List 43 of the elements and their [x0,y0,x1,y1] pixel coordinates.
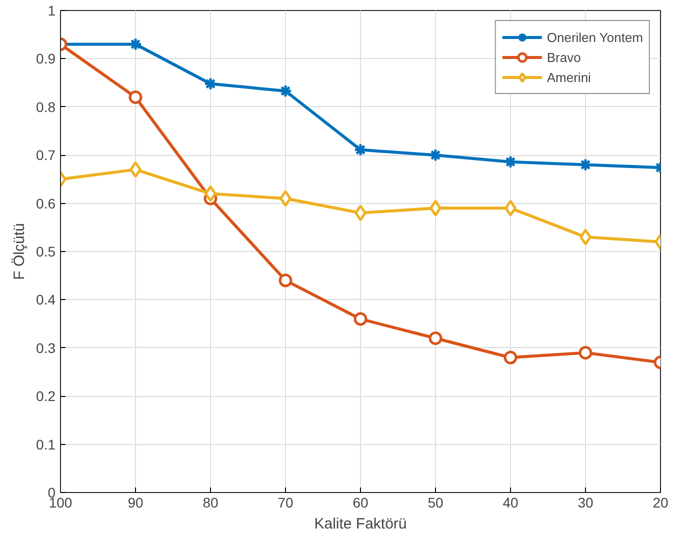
point [204,185,216,202]
point [504,155,518,169]
point [130,161,142,178]
x-tick-label: 50 [428,494,444,510]
point [278,274,292,288]
x-tick-label: 40 [502,494,518,510]
x-tick-label: 30 [578,494,594,510]
legend-label: Onerilen Yontem [546,30,643,44]
y-tick-label: 0.5 [36,244,56,260]
point [504,200,516,216]
x-axis-title: Kalite Faktörü [314,516,407,532]
point [128,37,142,51]
legend-label: Amerini [546,70,591,84]
x-tick-label: 60 [352,494,368,510]
point [204,77,218,91]
y-tick-label: 0.4 [36,292,56,308]
point [280,190,292,207]
point [504,350,518,364]
y-tick-label: 0.2 [36,388,56,404]
x-tick-label: 20 [652,494,668,510]
point [428,148,442,162]
y-tick-label: 1 [48,2,56,18]
y-tick-label: 0.3 [36,340,56,356]
point [128,90,142,104]
y-tick-label: 0.9 [36,50,56,67]
y-tick-label: 0.7 [36,147,56,164]
point [354,204,366,222]
x-tick-label: 80 [202,494,218,510]
point [428,332,442,345]
point [430,200,442,216]
y-tick-label: 0.8 [36,98,56,115]
y-axis-title: F Ölçütü [11,223,28,280]
legend-label: Bravo [546,50,581,64]
point [278,84,292,98]
y-tick-label: 0.1 [36,436,56,452]
point [578,346,592,360]
point [578,158,592,172]
x-tick-label: 70 [278,494,294,510]
point [354,143,368,157]
point [354,312,368,326]
point [580,228,592,246]
y-tick-label: 0.6 [36,195,56,212]
x-tick-label: 90 [128,494,144,510]
